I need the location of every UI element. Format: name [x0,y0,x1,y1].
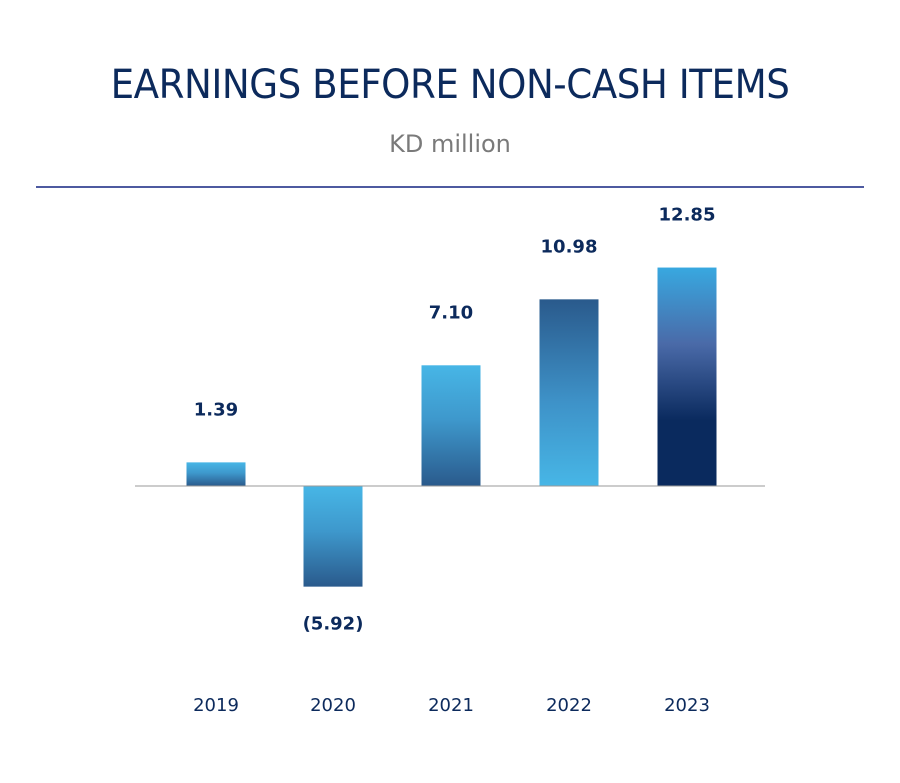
bar-2021 [421,365,481,486]
bars-group [186,267,717,587]
x-tick-label-2022: 2022 [546,695,592,716]
bar-2020 [303,486,363,587]
value-label-2019: 1.39 [194,399,238,420]
value-label-2022: 10.98 [541,236,598,257]
chart-subtitle: KD million [389,130,511,158]
value-label-2020: (5.92) [303,614,364,635]
value-label-2023: 12.85 [659,205,716,226]
bar-2022 [539,299,599,486]
x-tick-label-2023: 2023 [664,695,710,716]
bar-2019 [186,462,246,486]
value-labels-group: 1.39 (5.92) 7.10 10.98 12.85 [194,205,716,635]
x-tick-label-2021: 2021 [428,695,474,716]
chart-title: EARNINGS BEFORE NON-CASH ITEMS [110,62,790,108]
value-label-2021: 7.10 [429,302,473,323]
x-tick-label-2019: 2019 [193,695,239,716]
title-divider [36,186,864,188]
x-tick-label-2020: 2020 [310,695,356,716]
x-tick-labels-group: 2019 2020 2021 2022 2023 [193,695,710,716]
bar-2023 [657,267,717,486]
